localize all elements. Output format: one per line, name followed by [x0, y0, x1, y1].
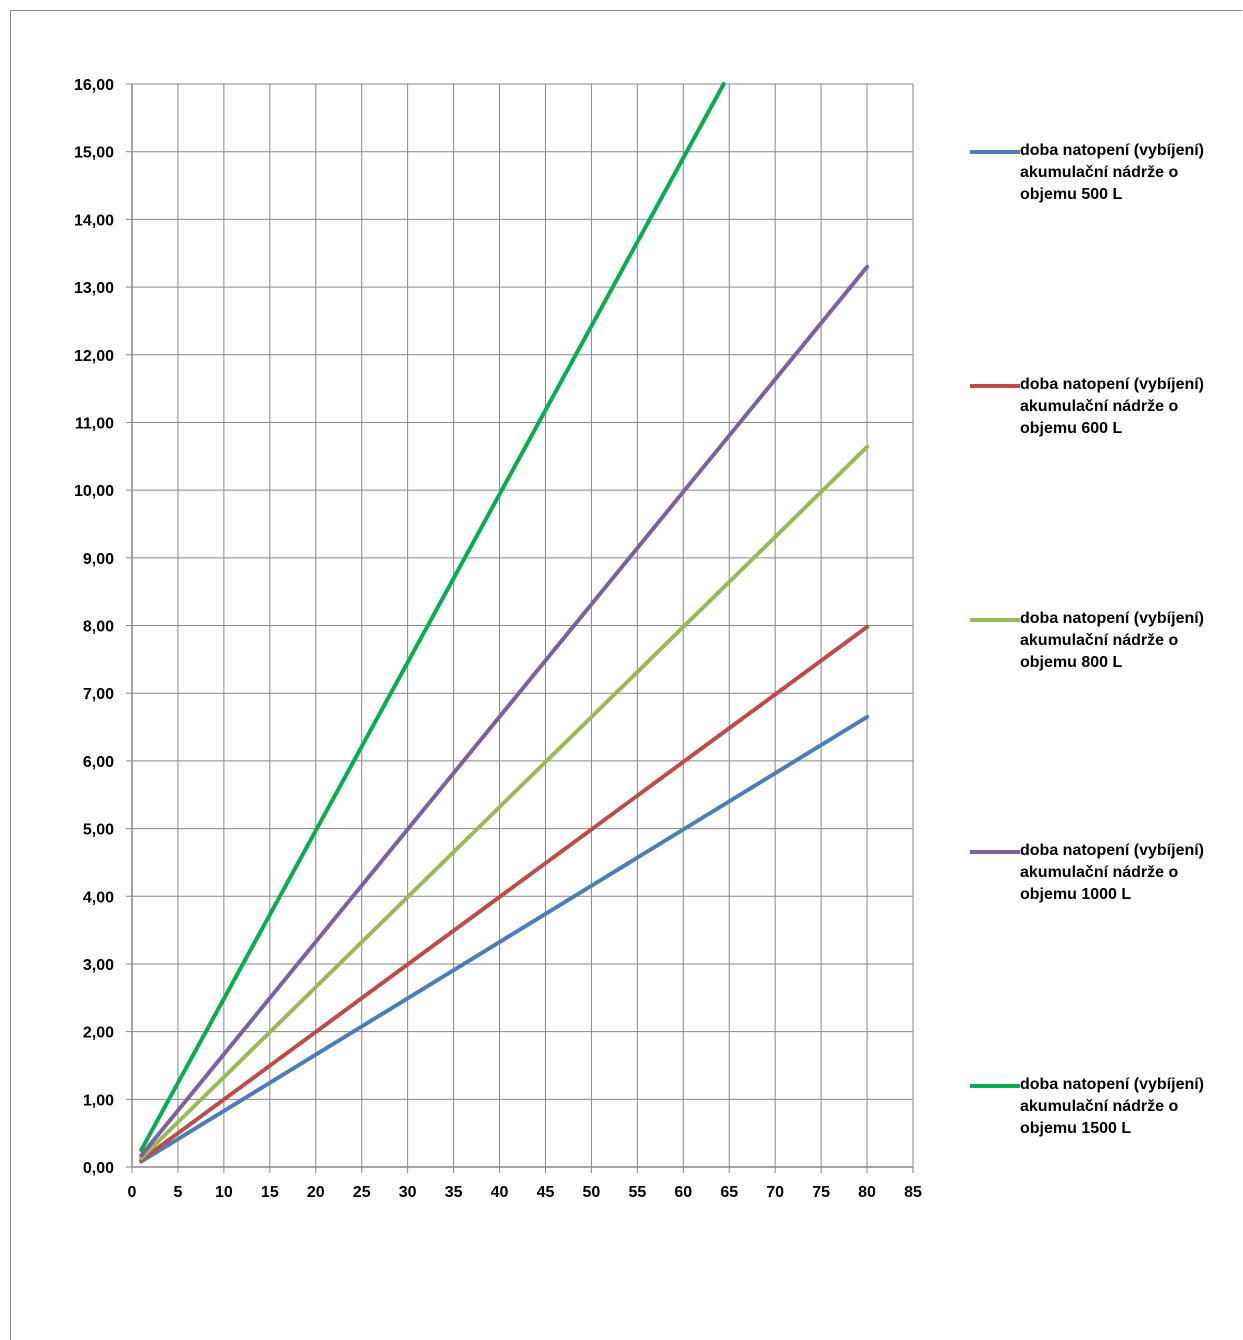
y-tick-label: 1,00 [83, 1092, 114, 1109]
x-tick-label: 55 [628, 1184, 646, 1201]
y-tick-label: 6,00 [83, 754, 114, 771]
x-tick-label: 75 [812, 1184, 830, 1201]
x-tick-label: 80 [858, 1184, 876, 1201]
y-tick-label: 2,00 [83, 1025, 114, 1042]
x-tick-label: 30 [399, 1184, 417, 1201]
legend-swatch [970, 618, 1020, 622]
legend-label: doba natopení (vybíjení) akumulační nádr… [1020, 610, 1205, 671]
y-tick-label: 8,00 [83, 619, 114, 636]
y-tick-label: 3,00 [83, 957, 114, 974]
x-tick-label: 20 [307, 1184, 325, 1201]
legend-label: doba natopení (vybíjení) akumulační nádr… [1020, 376, 1205, 437]
y-tick-label: 11,00 [75, 415, 114, 432]
x-tick-label: 50 [583, 1184, 601, 1201]
x-tick-label: 0 [128, 1184, 137, 1201]
chart-frame [10, 10, 1242, 1340]
legend-swatch [970, 1084, 1020, 1088]
legend-swatch [970, 150, 1020, 154]
series-line-1 [139, 714, 870, 1164]
x-tick-label: 70 [766, 1184, 784, 1201]
chart-legend: doba natopení (vybíjení) akumulační nádr… [970, 0, 1240, 1334]
y-tick-label: 7,00 [83, 686, 114, 703]
y-tick-label: 5,00 [83, 822, 114, 839]
x-tick-label: 10 [215, 1184, 233, 1201]
legend-swatch [970, 384, 1020, 388]
y-tick-label: 15,00 [74, 145, 114, 162]
y-tick-label: 12,00 [74, 348, 114, 365]
y-tick-label: 14,00 [74, 212, 114, 229]
y-tick-label: 16,00 [74, 77, 114, 94]
y-tick-label: 4,00 [83, 889, 114, 906]
series-line-2 [139, 624, 870, 1163]
line-chart: 0 5 10 15 20 25 30 35 40 45 50 55 60 65 70 75 80 85 0,00 1,… [74, 77, 922, 1201]
y-tick-label: 9,00 [83, 551, 114, 568]
legend-swatch [970, 850, 1020, 854]
y-tick-label: 10,00 [74, 483, 114, 500]
x-tick-label: 5 [173, 1184, 182, 1201]
series-line-5 [139, 82, 726, 1153]
legend-label: doba natopení (vybíjení) akumulační nádr… [1020, 142, 1205, 203]
y-tick-label: 13,00 [74, 280, 114, 297]
x-tick-label: 35 [445, 1184, 463, 1201]
x-tick-label: 85 [904, 1184, 922, 1201]
legend-label: doba natopení (vybíjení) akumulační nádr… [1020, 1076, 1205, 1137]
series-line-4 [139, 264, 870, 1158]
legend-label: doba natopení (vybíjení) akumulační nádr… [1020, 842, 1205, 903]
series-line-3 [139, 444, 870, 1161]
y-tick-label: 0,00 [83, 1160, 114, 1177]
x-tick-label: 25 [353, 1184, 371, 1201]
x-tick-label: 60 [674, 1184, 692, 1201]
x-tick-label: 15 [261, 1184, 279, 1201]
x-tick-label: 45 [537, 1184, 555, 1201]
x-tick-label: 40 [491, 1184, 509, 1201]
x-tick-label: 65 [720, 1184, 738, 1201]
